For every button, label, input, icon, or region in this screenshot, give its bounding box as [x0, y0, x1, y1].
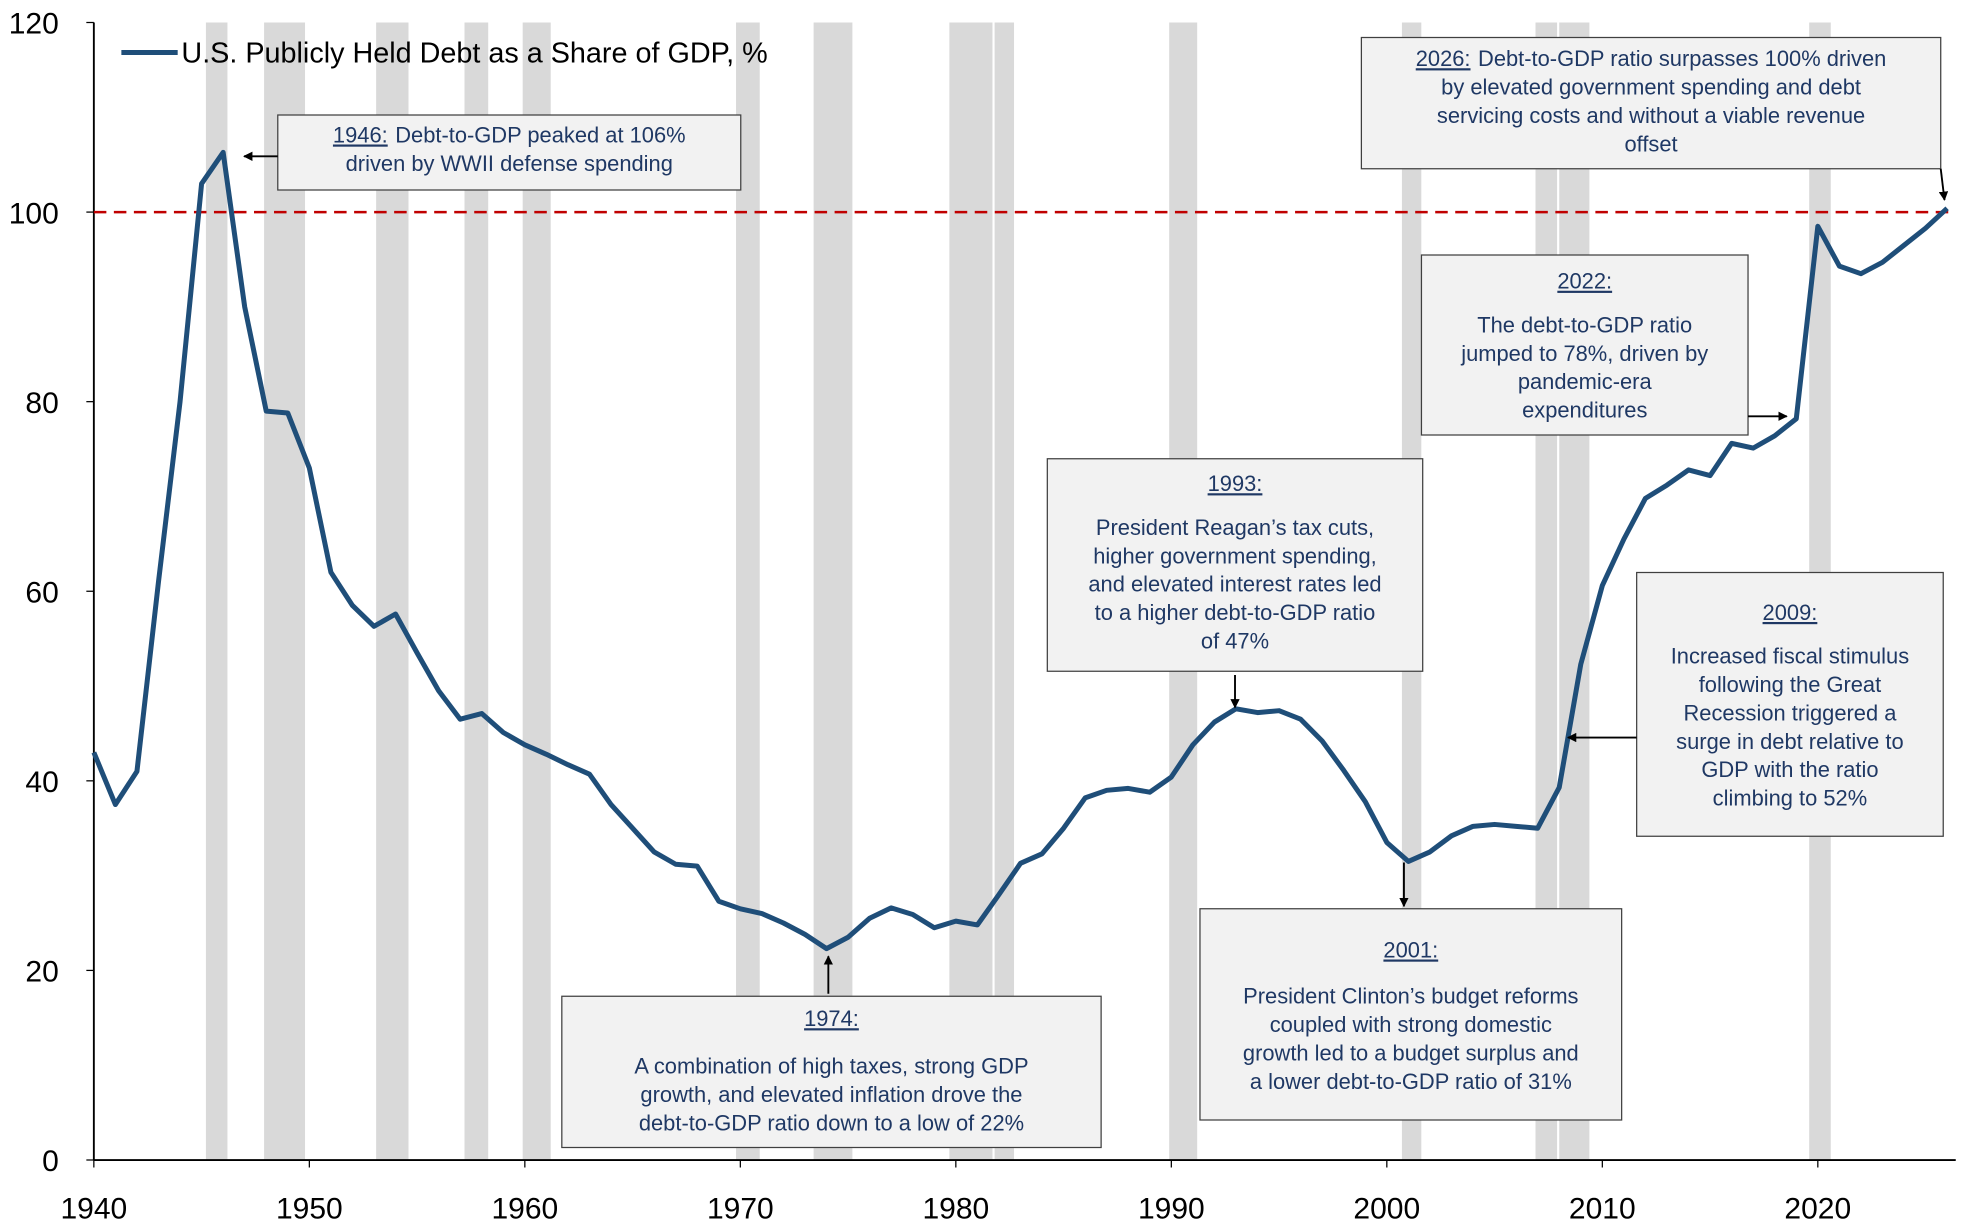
annotation-label: 1946: [333, 123, 388, 148]
recession-band [376, 22, 409, 1160]
annotation-box [1046, 458, 1424, 672]
x-tick-label: 1940 [60, 1193, 127, 1225]
y-tick-label: 80 [25, 387, 58, 420]
recession-band [736, 22, 760, 1160]
annotation-line: The debt-to-GDP ratio [1477, 313, 1692, 338]
annotation-label: 2022: [1557, 269, 1612, 294]
annotation-line: following the Great [1699, 672, 1881, 697]
x-tick-label: 2000 [1353, 1193, 1420, 1225]
annotation-box [1360, 36, 1942, 170]
x-tick-label: 1950 [276, 1193, 343, 1225]
annotation-line: pandemic-era [1518, 369, 1653, 394]
annotation-label: 2009: [1763, 600, 1818, 625]
annotation-line: by elevated government spending and debt [1441, 75, 1861, 100]
x-tick-label: 1960 [491, 1193, 558, 1225]
legend-label: U.S. Publicly Held Debt as a Share of GD… [181, 38, 767, 70]
annotation-line: a lower debt-to-GDP ratio of 31% [1250, 1069, 1572, 1094]
annotation-box [277, 114, 742, 191]
annotation-line: expenditures [1522, 398, 1647, 423]
recession-band [205, 22, 228, 1160]
annotation-text: 1946: Debt-to-GDP peaked at 106% [333, 123, 686, 148]
y-tick-label: 120 [9, 8, 59, 41]
annotation-box [561, 995, 1102, 1149]
y-tick-label: 40 [25, 766, 58, 799]
x-tick-label: 2010 [1569, 1193, 1636, 1225]
annotation-label: 1993: [1208, 471, 1263, 496]
annotation-line: President Reagan’s tax cuts, [1096, 515, 1374, 540]
recession-band [994, 22, 1015, 1160]
annotation-line: Debt-to-GDP peaked at 106% [395, 123, 685, 148]
annotation-line: to a higher debt-to-GDP ratio [1095, 600, 1376, 625]
annotation-line: Recession triggered a [1683, 701, 1897, 726]
annotation-line: surge in debt relative to [1676, 729, 1904, 754]
x-tick-label: 2020 [1784, 1193, 1851, 1225]
annotation-line: higher government spending, [1093, 543, 1377, 568]
annotation-arrow [1938, 168, 1949, 201]
annotation-line: climbing to 52% [1713, 786, 1868, 811]
annotation-line: jumped to 78%, driven by [1460, 341, 1708, 366]
annotation-line: President Clinton’s budget reforms [1243, 984, 1578, 1009]
annotation-line: driven by WWII defense spending [346, 151, 673, 176]
y-tick-label: 20 [25, 956, 58, 989]
annotation-box [1199, 908, 1623, 1121]
annotation-line: growth, and elevated inflation drove the [640, 1082, 1022, 1107]
annotation-line: Increased fiscal stimulus [1671, 644, 1909, 669]
recession-band [264, 22, 306, 1160]
x-tick-label: 1990 [1138, 1193, 1205, 1225]
annotation-label: 2026: [1416, 46, 1471, 71]
annotation-line: offset [1624, 131, 1677, 156]
annotation-line: coupled with strong domestic [1270, 1012, 1552, 1037]
series-line [91, 149, 1949, 952]
y-tick-label: 0 [42, 1145, 59, 1178]
y-tick-label: 60 [25, 577, 58, 610]
annotation-line: debt-to-GDP ratio down to a low of 22% [639, 1111, 1024, 1136]
recession-band [813, 22, 853, 1160]
annotation-line: and elevated interest rates led [1088, 572, 1381, 597]
x-tick-label: 1980 [922, 1193, 989, 1225]
recession-band [464, 22, 489, 1160]
y-tick-label: 100 [9, 197, 59, 230]
x-tick-label: 1970 [707, 1193, 774, 1225]
annotation-label: 1974: [804, 1006, 859, 1031]
annotation-line: A combination of high taxes, strong GDP [634, 1054, 1028, 1079]
annotation-label: 2001: [1383, 938, 1438, 963]
recession-band [522, 22, 551, 1160]
annotation-text: 2026: Debt-to-GDP ratio surpasses 100% dr… [1416, 46, 1887, 71]
annotation-line: GDP with the ratio [1701, 757, 1878, 782]
annotation-line: of 47% [1201, 629, 1269, 654]
annotation-line: Debt-to-GDP ratio surpasses 100% driven [1478, 46, 1886, 71]
annotation-line: growth led to a budget surplus and [1243, 1041, 1579, 1066]
recession-band [949, 22, 993, 1160]
annotation-box [1636, 571, 1944, 837]
annotation-line: servicing costs and without a viable rev… [1437, 103, 1865, 128]
annotation-box [1420, 254, 1749, 436]
